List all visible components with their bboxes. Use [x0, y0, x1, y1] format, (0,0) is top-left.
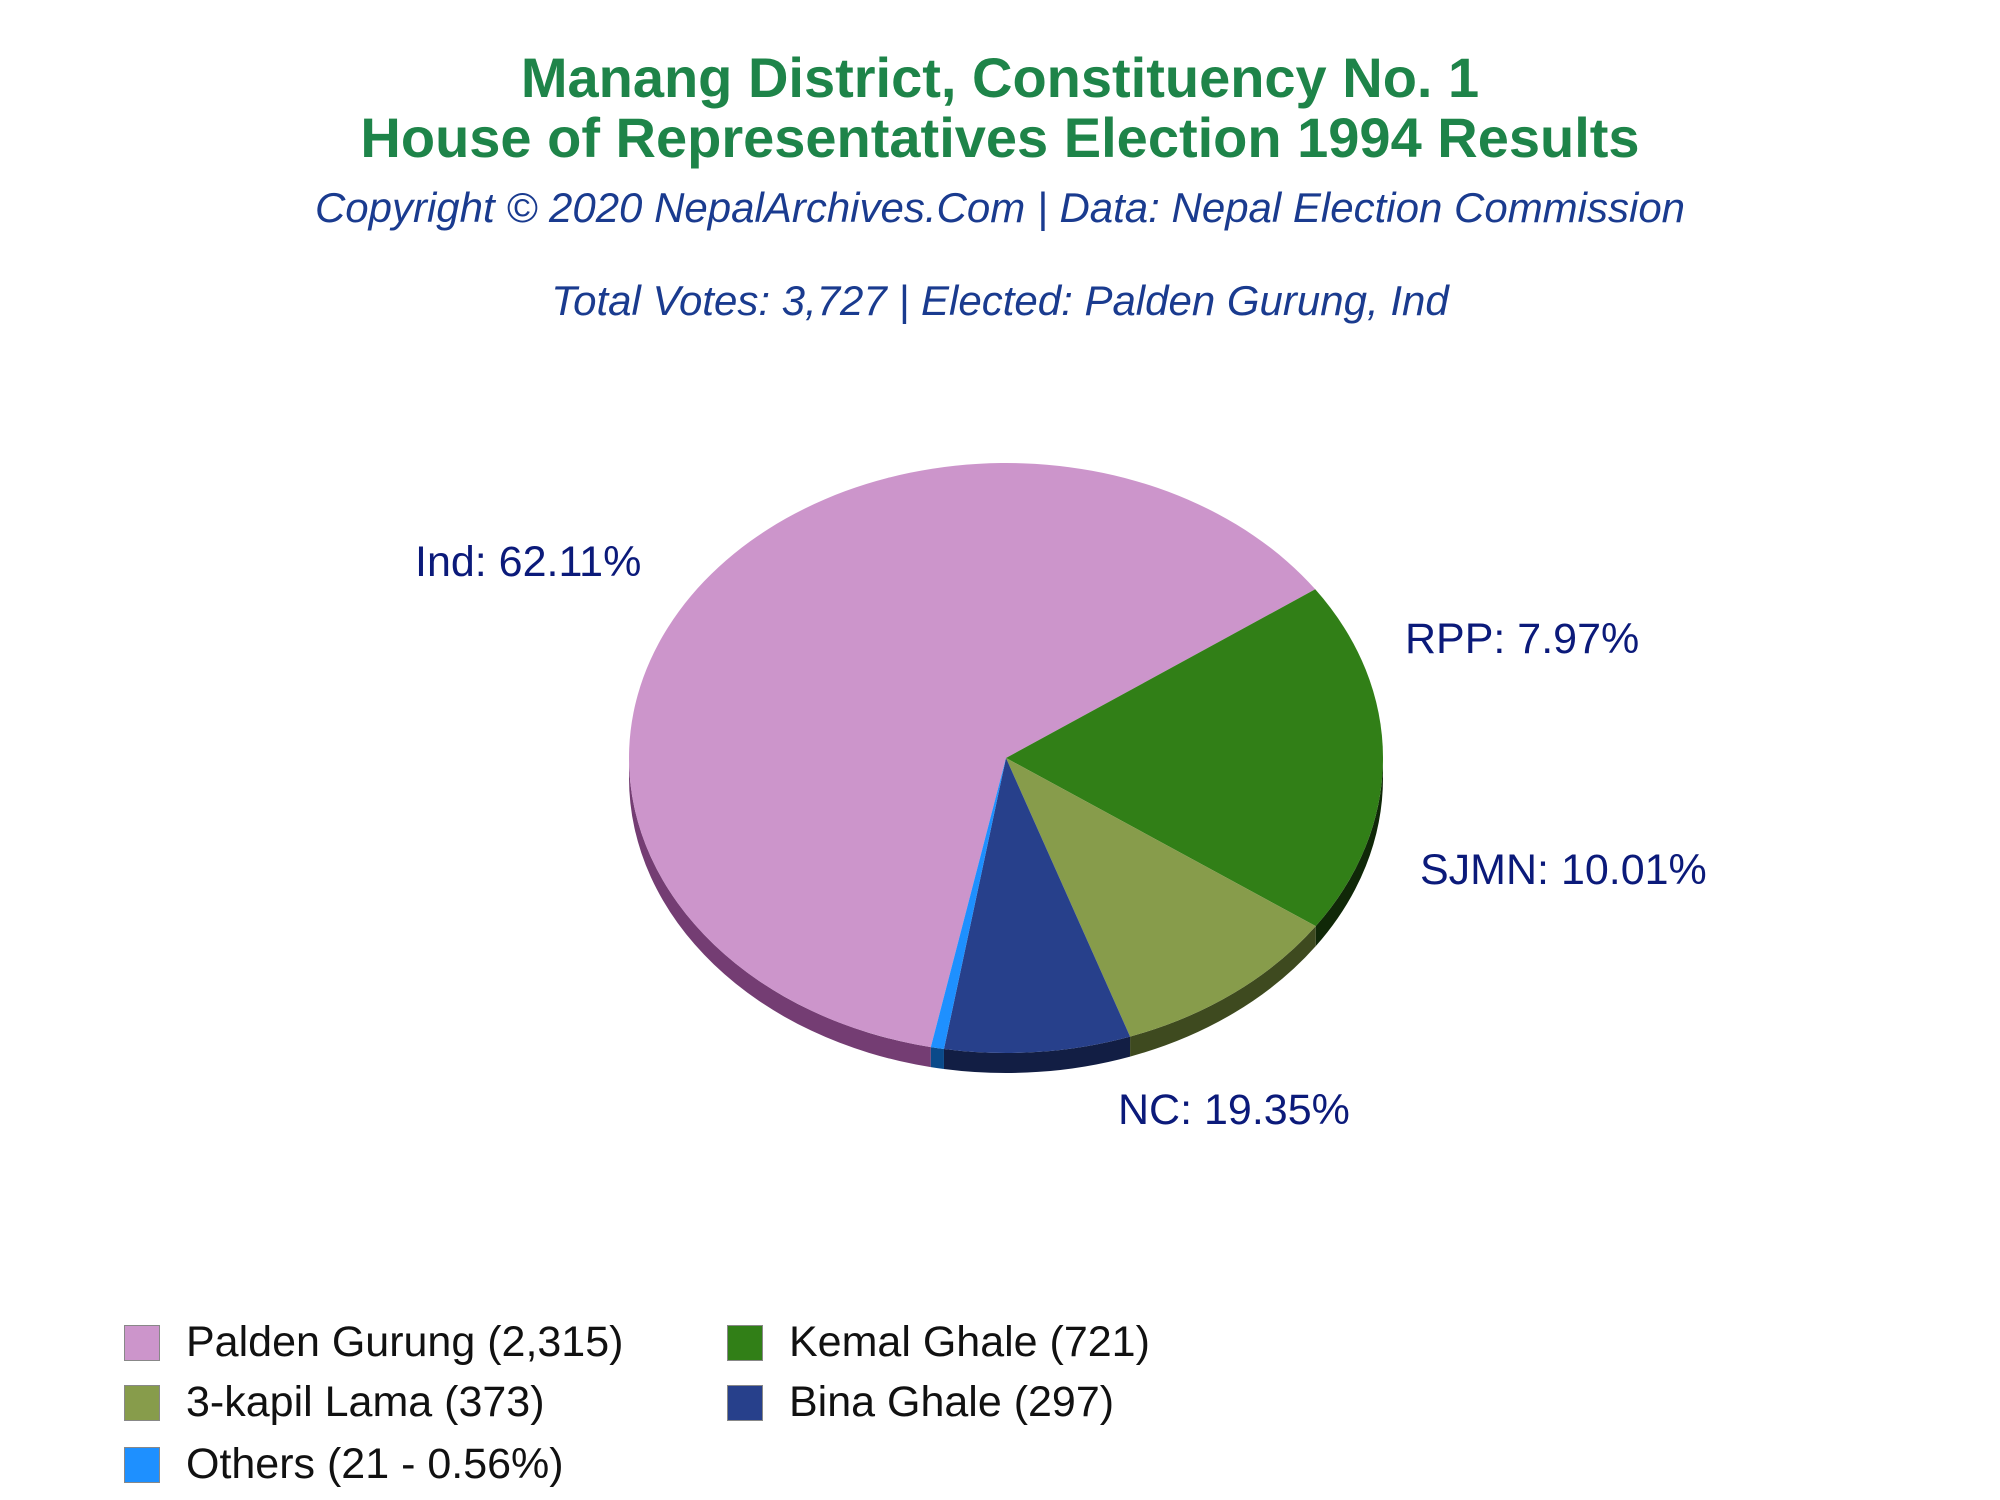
- slice-label-ind: Ind: 62.11%: [415, 538, 641, 586]
- legend-label: Palden Gurung (2,315): [186, 1318, 624, 1366]
- legend-item-ind: Palden Gurung (2,315): [124, 1318, 623, 1367]
- pie-side-sjmn: [1130, 926, 1316, 1057]
- chart-title-line-2: House of Representatives Election 1994 R…: [360, 106, 1640, 169]
- legend-label: Bina Ghale (297): [789, 1378, 1115, 1426]
- legend-swatch: [124, 1324, 160, 1361]
- slice-label-rpp: RPP: 7.97%: [1405, 615, 1639, 663]
- legend-swatch: [124, 1446, 160, 1483]
- pie-side-ind: [629, 758, 931, 1068]
- legend-item-nc: Kemal Ghale (721): [727, 1318, 1150, 1367]
- pie-side-others: [930, 1047, 944, 1069]
- legend-label: Others (21 - 0.56%): [186, 1440, 564, 1488]
- pie-slice-sjmn: [1006, 758, 1316, 1037]
- legend-swatch: [727, 1384, 763, 1421]
- copyright-text: Copyright © 2020 NepalArchives.Com | Dat…: [314, 184, 1686, 231]
- pie-slice-rpp: [943, 758, 1131, 1053]
- pie-side-rpp: [943, 1036, 1131, 1073]
- pie-slice-nc: [1006, 589, 1384, 927]
- legend-item-others: Others (21 - 0.56%): [124, 1440, 564, 1489]
- legend-item-rpp: Bina Ghale (297): [727, 1378, 1114, 1427]
- pie-side-nc: [1315, 758, 1383, 947]
- slice-label-sjmn: SJMN: 10.01%: [1420, 846, 1707, 894]
- chart-title-line-1: Manang District, Constituency No. 1: [520, 46, 1480, 109]
- legend-item-sjmn: 3-kapil Lama (373): [124, 1378, 545, 1427]
- legend-label: Kemal Ghale (721): [789, 1318, 1150, 1366]
- summary-text: Total Votes: 3,727 | Elected: Palden Gur…: [551, 277, 1449, 324]
- legend-label: 3-kapil Lama (373): [186, 1378, 545, 1426]
- legend-swatch: [727, 1324, 763, 1361]
- legend-swatch: [124, 1384, 160, 1421]
- pie-slice-ind: [629, 462, 1316, 1048]
- slice-label-nc: NC: 19.35%: [1118, 1086, 1350, 1134]
- pie-slice-others: [930, 758, 1006, 1049]
